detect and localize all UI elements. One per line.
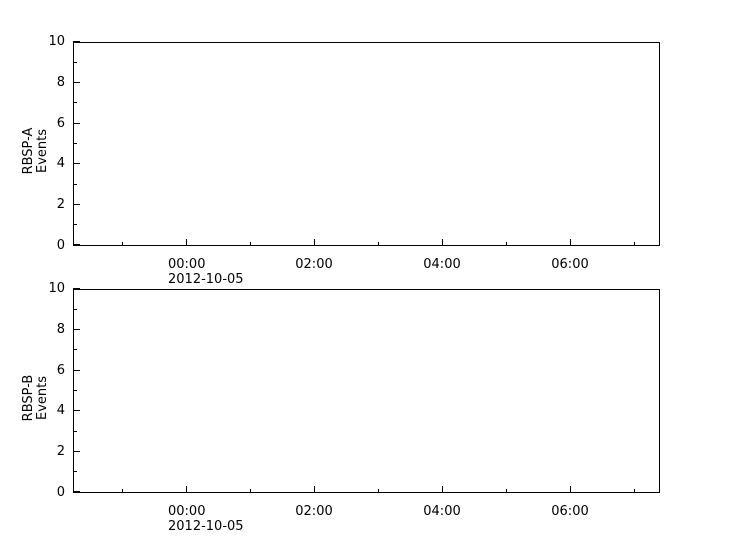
- xtick-major-a-0200: [314, 239, 316, 246]
- ytick-major-a-6: [73, 123, 80, 125]
- xtick-label-b-0600: 06:00: [540, 504, 600, 519]
- ytick-major-b-4: [73, 410, 80, 412]
- xtick-label-b-0400: 04:00: [412, 504, 472, 519]
- ytick-minor-b-3: [73, 431, 77, 433]
- xtick-label-b-0400-text: 04:00: [423, 504, 461, 519]
- ytick-major-a-2: [73, 204, 80, 206]
- xtick-label-b-time: 00:00: [168, 504, 206, 519]
- ytick-label-a-2: 2: [56, 197, 65, 212]
- ytick-minor-a-9: [73, 62, 77, 64]
- xtick-major-a-0600: [570, 239, 572, 246]
- yaxis-title-b-line-1: RBSP-B: [21, 374, 36, 422]
- xtick-minor-a-2: [250, 242, 252, 246]
- xtick-label-a-0600-text: 06:00: [551, 257, 589, 272]
- xtick-major-b-0200: [314, 486, 316, 493]
- xtick-label-b-0600-text: 06:00: [551, 504, 589, 519]
- xtick-label-b-date: 2012-10-05: [168, 519, 244, 534]
- ytick-label-b-2: 2: [56, 444, 65, 459]
- ytick-label-b-0: 0: [56, 485, 65, 500]
- xtick-label-b-0200: 02:00: [284, 504, 344, 519]
- plot-panel-rbsp-b: [73, 289, 660, 493]
- ytick-minor-b-7: [73, 349, 77, 351]
- yaxis-title-line-2: Events: [35, 129, 50, 174]
- ytick-major-a-8: [73, 82, 80, 84]
- ytick-label-b-8: 8: [56, 322, 65, 337]
- axes-frame-rbsp-a: [73, 42, 660, 246]
- xtick-minor-a-3: [378, 242, 380, 246]
- xtick-major-a-0400: [442, 239, 444, 246]
- ytick-minor-a-5: [73, 143, 77, 145]
- ytick-label-a-10: 10: [48, 34, 65, 49]
- xtick-label-a-time: 00:00: [168, 257, 206, 272]
- ytick-label-a-6: 6: [56, 116, 65, 131]
- ytick-minor-a-1: [73, 224, 77, 226]
- ytick-minor-a-7: [73, 102, 77, 104]
- xtick-major-b-0400: [442, 486, 444, 493]
- ytick-label-b-10: 10: [48, 281, 65, 296]
- ytick-major-b-10: [73, 288, 80, 290]
- plot-panel-rbsp-a: [73, 42, 660, 246]
- ytick-major-b-6: [73, 370, 80, 372]
- xtick-label-a-0000: 00:00 2012-10-05: [168, 257, 258, 287]
- xtick-minor-b-3: [378, 489, 380, 493]
- xtick-label-b-0200-text: 02:00: [295, 504, 333, 519]
- xtick-label-a-0200: 02:00: [284, 257, 344, 272]
- ytick-major-b-2: [73, 451, 80, 453]
- yaxis-title-b-line-2: Events: [35, 376, 50, 421]
- xtick-minor-a-5: [634, 242, 636, 246]
- ytick-minor-b-5: [73, 390, 77, 392]
- ytick-major-a-4: [73, 163, 80, 165]
- ytick-label-a-8: 8: [56, 75, 65, 90]
- xtick-minor-b-4: [506, 489, 508, 493]
- xtick-minor-b-1: [122, 489, 124, 493]
- ytick-major-b-0: [73, 491, 80, 493]
- ytick-label-a-0: 0: [56, 238, 65, 253]
- ytick-major-a-10: [73, 41, 80, 43]
- xtick-label-a-date: 2012-10-05: [168, 272, 244, 287]
- xtick-minor-a-1: [122, 242, 124, 246]
- ytick-label-b-4: 4: [56, 403, 65, 418]
- xtick-minor-a-4: [506, 242, 508, 246]
- xtick-label-a-0600: 06:00: [540, 257, 600, 272]
- xtick-label-a-0200-text: 02:00: [295, 257, 333, 272]
- xtick-major-a-0000: [186, 239, 188, 246]
- ytick-major-b-8: [73, 329, 80, 331]
- xtick-label-a-0400: 04:00: [412, 257, 472, 272]
- axes-frame-rbsp-b: [73, 289, 660, 493]
- xtick-label-a-0400-text: 04:00: [423, 257, 461, 272]
- xtick-minor-b-5: [634, 489, 636, 493]
- ytick-major-a-0: [73, 244, 80, 246]
- xtick-minor-b-2: [250, 489, 252, 493]
- yaxis-title-rbsp-b: RBSP-B Events: [21, 350, 50, 446]
- yaxis-title-rbsp-a: RBSP-A Events: [21, 103, 50, 199]
- ytick-minor-a-3: [73, 184, 77, 186]
- yaxis-title-line-1: RBSP-A: [21, 127, 36, 175]
- ytick-label-a-4: 4: [56, 156, 65, 171]
- xtick-label-b-0000: 00:00 2012-10-05: [168, 504, 258, 534]
- ytick-label-b-6: 6: [56, 363, 65, 378]
- ytick-minor-b-1: [73, 471, 77, 473]
- xtick-major-b-0600: [570, 486, 572, 493]
- ytick-minor-b-9: [73, 309, 77, 311]
- xtick-major-b-0000: [186, 486, 188, 493]
